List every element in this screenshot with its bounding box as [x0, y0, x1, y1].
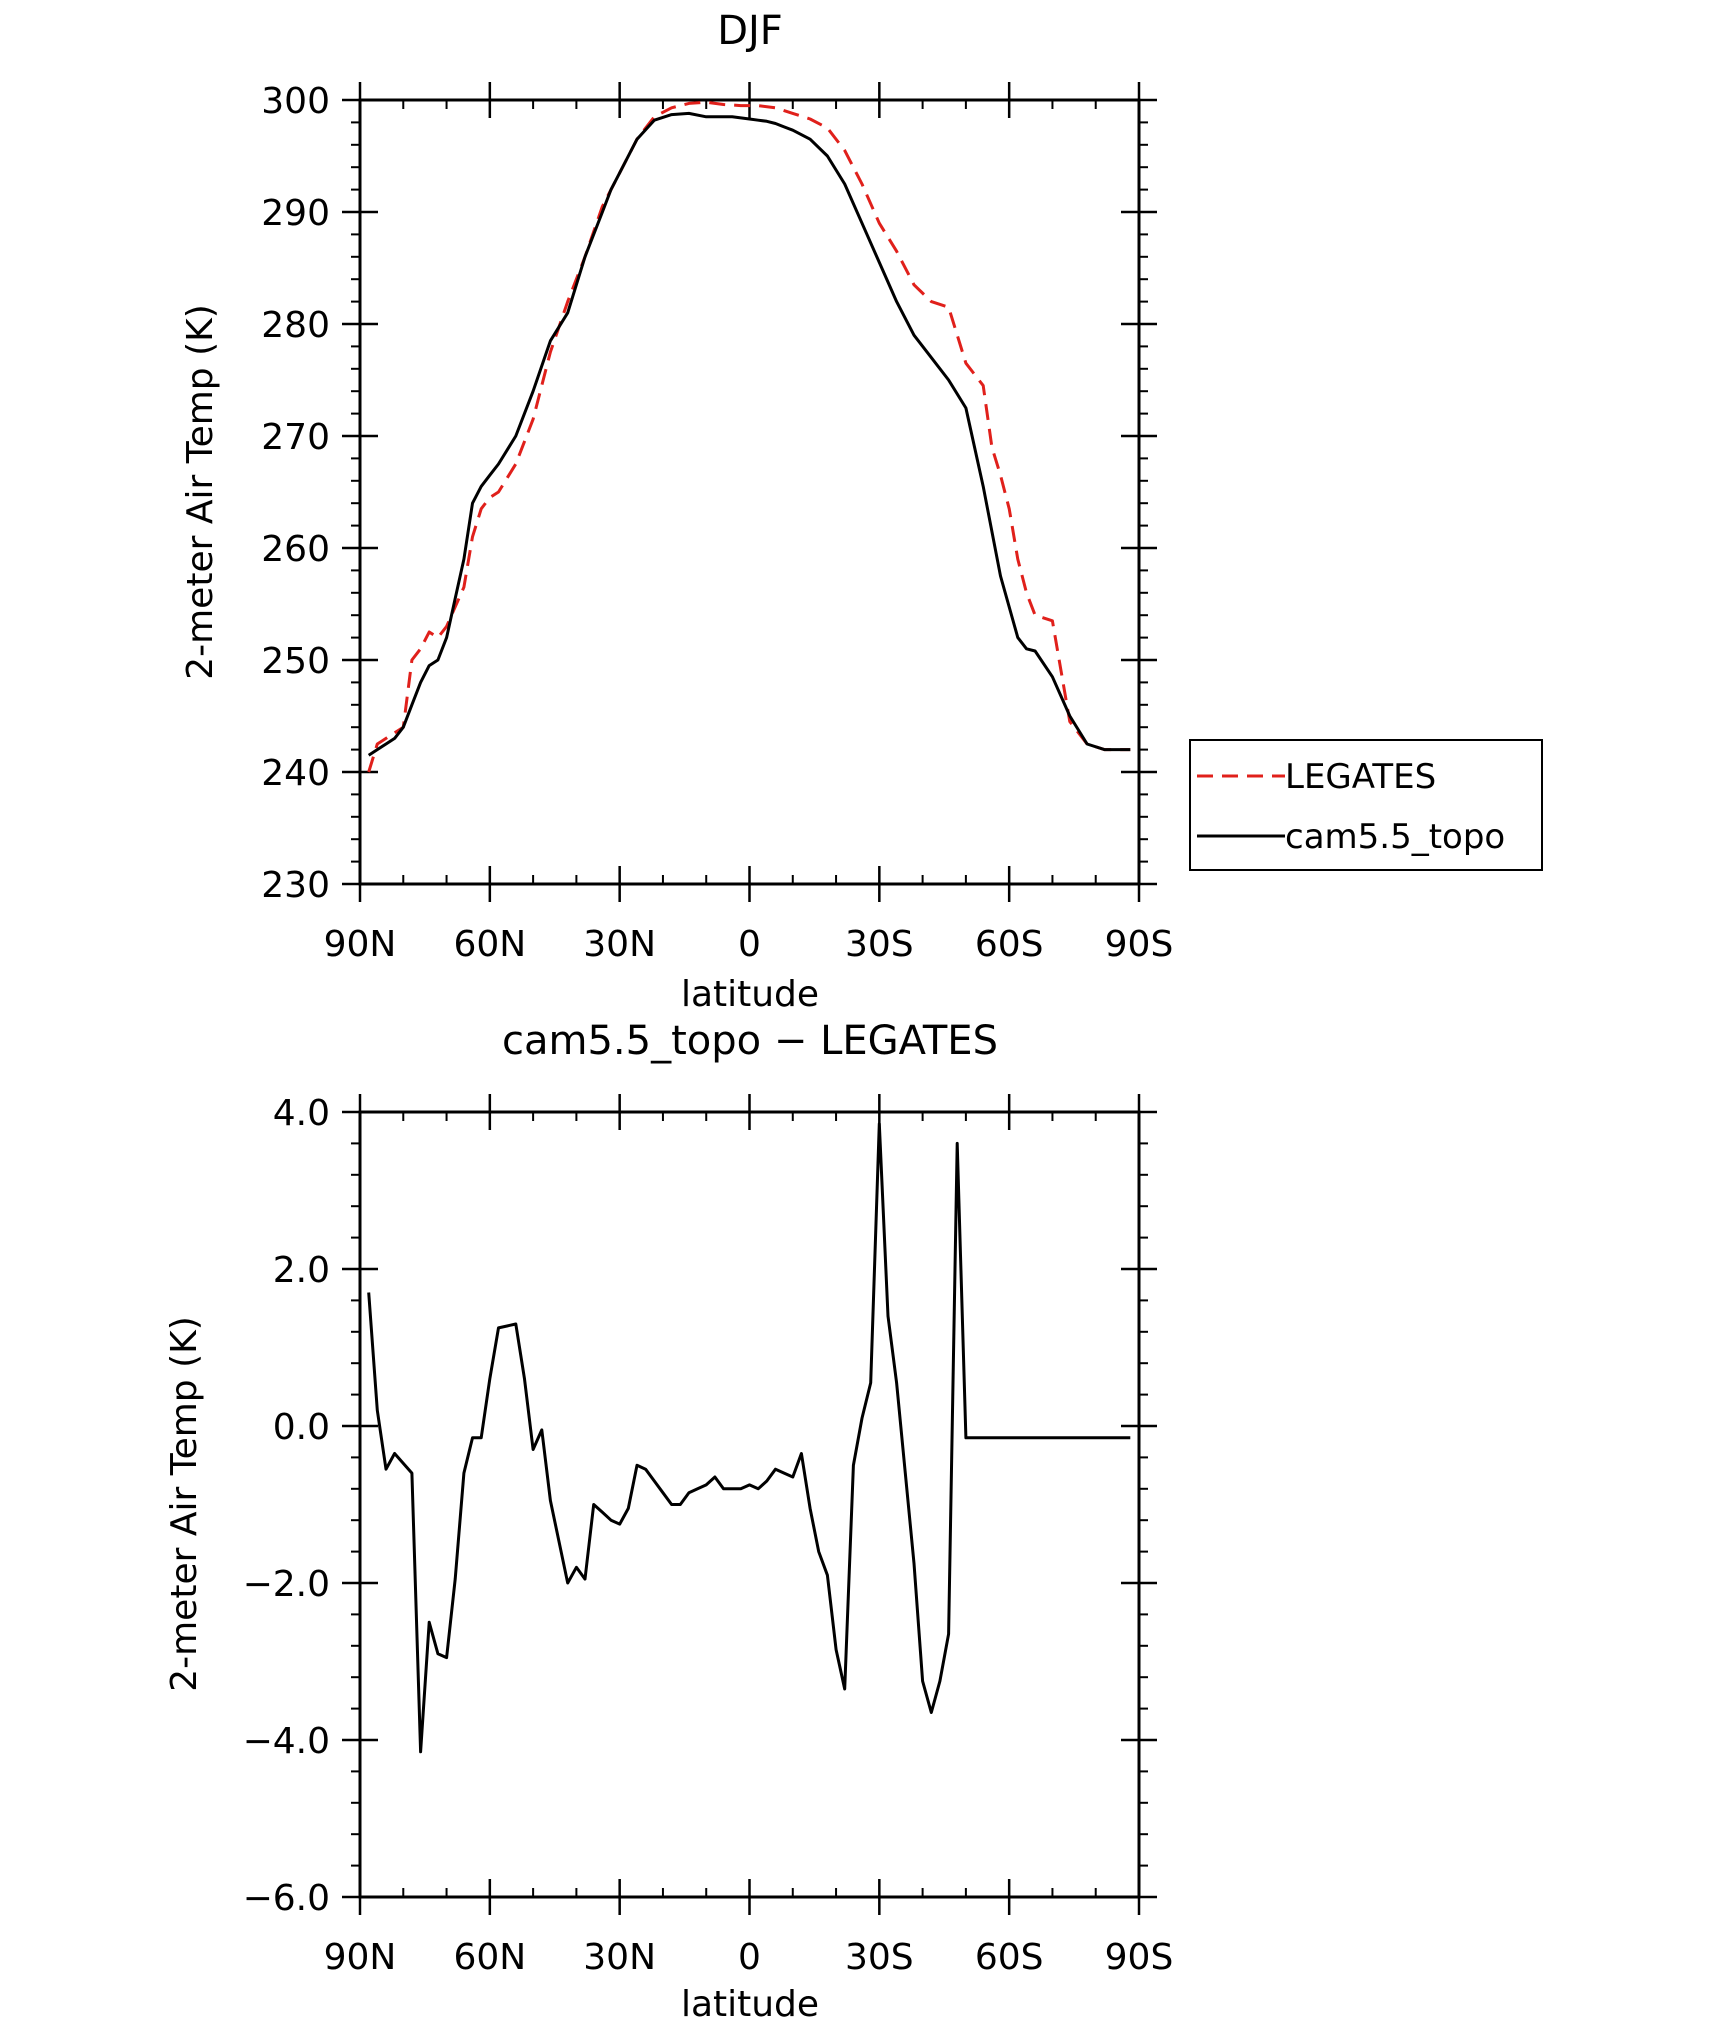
legend: LEGATES cam5.5_topo: [1189, 739, 1543, 871]
bottom-x-axis-label: latitude: [681, 1984, 819, 2021]
top-y-axis-label: 2-meter Air Temp (K): [180, 304, 221, 680]
top-chart-title: DJF: [717, 8, 783, 54]
bottom-series-group: [367, 1122, 1131, 1754]
top-y-tick-label: 240: [261, 753, 330, 794]
top-panel: DJF 230 240 250 260 270 280 290 300 90N 60N 30N 0 3…: [180, 8, 1173, 1015]
top-y-tick-label: 280: [261, 305, 330, 346]
bottom-series-line-0: [367, 1122, 1131, 1754]
bottom-x-tick-label: 30N: [583, 1937, 656, 1978]
top-x-tick-label: 0: [738, 924, 761, 965]
top-y-tick-label: 230: [261, 865, 330, 906]
top-x-tick-label: 30S: [845, 924, 914, 965]
top-x-tick-label: 30N: [583, 924, 656, 965]
top-x-axis-label: latitude: [681, 974, 819, 1015]
top-x-tick-label: 90N: [324, 924, 397, 965]
bottom-chart-title: cam5.5_topo − LEGATES: [502, 1018, 998, 1064]
bottom-x-tick-label: 60S: [975, 1937, 1044, 1978]
bottom-plot-frame: [358, 1110, 1141, 1899]
top-y-axis: 230 240 250 260 270 280 290 300: [261, 81, 1157, 906]
top-y-tick-label: 250: [261, 641, 330, 682]
bottom-x-tick-label: 30S: [845, 1937, 914, 1978]
bottom-y-tick-label: 2.0: [273, 1250, 330, 1291]
top-x-tick-label: 60N: [453, 924, 526, 965]
top-x-tick-label: 60S: [975, 924, 1044, 965]
bottom-panel: cam5.5_topo − LEGATES −6.0 −4.0 −2.0 0.0 2.0…: [164, 1018, 1173, 2021]
bottom-x-tick-label: 90N: [324, 1937, 397, 1978]
top-x-axis: 90N 60N 30N 0 30S 60S 90S: [324, 82, 1174, 965]
bottom-y-axis: −6.0 −4.0 −2.0 0.0 2.0 4.0: [243, 1093, 1157, 1919]
bottom-x-tick-label: 90S: [1105, 1937, 1174, 1978]
top-series-group: [367, 100, 1131, 773]
bottom-y-tick-label: −6.0: [243, 1878, 330, 1919]
bottom-y-tick-label: 0.0: [273, 1407, 330, 1448]
bottom-y-tick-label: −4.0: [243, 1721, 330, 1762]
bottom-x-axis: 90N 60N 30N 0 30S 60S 90S: [324, 1094, 1174, 1978]
legend-label-legates: LEGATES: [1285, 757, 1436, 797]
top-y-tick-label: 300: [261, 81, 330, 122]
top-y-tick-label: 270: [261, 417, 330, 458]
bottom-y-tick-label: 4.0: [273, 1093, 330, 1134]
top-series-line-legates: [367, 100, 1131, 773]
legend-box: [1189, 739, 1543, 871]
bottom-x-tick-label: 0: [738, 1937, 761, 1978]
bottom-x-tick-label: 60N: [453, 1937, 526, 1978]
top-series-line-cam5-5-topo: [367, 111, 1131, 757]
top-y-tick-label: 290: [261, 193, 330, 234]
top-x-tick-label: 90S: [1105, 924, 1174, 965]
bottom-y-axis-label: 2-meter Air Temp (K): [164, 1316, 205, 1692]
bottom-y-tick-label: −2.0: [243, 1564, 330, 1605]
legend-label-cam: cam5.5_topo: [1285, 817, 1505, 857]
top-y-tick-label: 260: [261, 529, 330, 570]
